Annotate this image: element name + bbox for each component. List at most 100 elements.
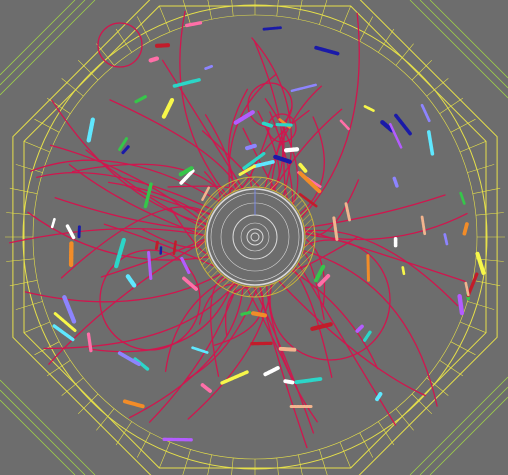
segment-tick <box>159 5 171 33</box>
particle-track <box>304 212 468 241</box>
hit-segment <box>245 143 258 151</box>
particle-track <box>253 286 315 434</box>
hit-segment <box>332 216 339 241</box>
hit-segment <box>261 121 274 128</box>
hit-segment <box>121 145 130 155</box>
hit-segment <box>314 45 340 56</box>
hit-segment <box>275 122 294 127</box>
segment-tick <box>61 78 84 97</box>
hit-segment <box>204 64 214 70</box>
hit-segment <box>172 78 201 88</box>
particle-track <box>109 99 240 191</box>
hit-segment <box>464 281 470 297</box>
hit-segment <box>200 383 212 393</box>
hit-segment <box>262 366 280 377</box>
particle-track <box>164 277 228 372</box>
segment-tick <box>9 280 38 287</box>
hit-segment <box>147 250 153 280</box>
segment-tick <box>472 280 501 287</box>
hit-segment <box>363 105 375 112</box>
hit-segment <box>53 311 77 332</box>
particle-track <box>251 37 293 197</box>
hit-segment <box>389 122 403 149</box>
particle-track <box>43 282 237 350</box>
particle-track <box>48 240 206 365</box>
segment-tick <box>459 321 487 333</box>
hit-segment <box>114 237 126 269</box>
segment-tick <box>475 212 504 216</box>
hit-segment <box>380 120 395 133</box>
hit-segment <box>298 171 322 194</box>
hit-segment <box>172 240 177 255</box>
hit-segment <box>420 103 431 123</box>
hit-segment <box>122 399 145 409</box>
detector-hits <box>50 21 486 442</box>
segment-tick <box>472 187 501 194</box>
looping-track <box>269 239 391 361</box>
hit-segment <box>339 119 351 131</box>
particle-track <box>27 211 210 261</box>
outer-segment-ticks <box>5 0 505 475</box>
particle-track <box>9 227 206 244</box>
particle-track <box>36 172 214 211</box>
hit-segment <box>355 324 364 333</box>
hit-segment <box>143 181 153 209</box>
particle-track <box>304 229 459 307</box>
particle-track <box>68 163 206 237</box>
hit-segment <box>310 322 333 331</box>
segment-tick <box>395 408 414 431</box>
hit-segment <box>420 215 427 236</box>
hit-segment <box>375 392 383 402</box>
hit-segment <box>262 26 282 31</box>
hit-segment <box>298 162 308 174</box>
hit-segment <box>462 222 469 236</box>
particle-track <box>278 280 426 397</box>
particle-track <box>303 194 446 229</box>
hit-segment <box>118 137 128 151</box>
particle-track <box>298 116 325 215</box>
hit-segment <box>65 224 76 240</box>
particle-track <box>88 281 234 353</box>
calorimeter-ring <box>194 176 316 298</box>
hit-segment <box>466 272 479 298</box>
segment-tick <box>34 118 60 133</box>
hit-segment <box>252 160 275 169</box>
hit-segment <box>162 437 193 442</box>
segment-tick <box>15 301 43 310</box>
segment-tick <box>439 97 464 114</box>
hit-segment <box>392 176 399 188</box>
hit-segment <box>178 166 194 177</box>
segment-tick <box>395 43 414 66</box>
hit-segment <box>125 273 137 288</box>
segment-tick <box>467 164 495 173</box>
particle-track <box>297 261 397 426</box>
hit-segment <box>401 266 406 276</box>
hit-segment <box>201 186 210 201</box>
hit-segment <box>117 351 141 367</box>
hit-segment <box>459 191 466 206</box>
segment-tick <box>378 28 395 53</box>
hit-segment <box>154 43 171 48</box>
segment-tick <box>182 449 191 475</box>
hit-segment <box>154 240 159 250</box>
hit-segment <box>161 97 175 119</box>
segment-tick <box>207 454 212 475</box>
hit-segment <box>344 202 351 222</box>
segment-tick <box>136 16 151 42</box>
hit-segment <box>220 370 249 385</box>
segment-tick <box>96 408 115 431</box>
segment-tick <box>6 212 35 216</box>
hit-segment <box>240 310 252 317</box>
particle-track <box>54 197 207 231</box>
hit-segment <box>294 377 323 385</box>
particle-track <box>29 159 221 203</box>
segment-tick <box>319 449 328 475</box>
particle-track <box>259 286 308 449</box>
particle-track <box>291 269 379 370</box>
hit-segment <box>283 379 295 385</box>
hit-segment <box>233 109 256 125</box>
hit-segment <box>180 256 191 275</box>
